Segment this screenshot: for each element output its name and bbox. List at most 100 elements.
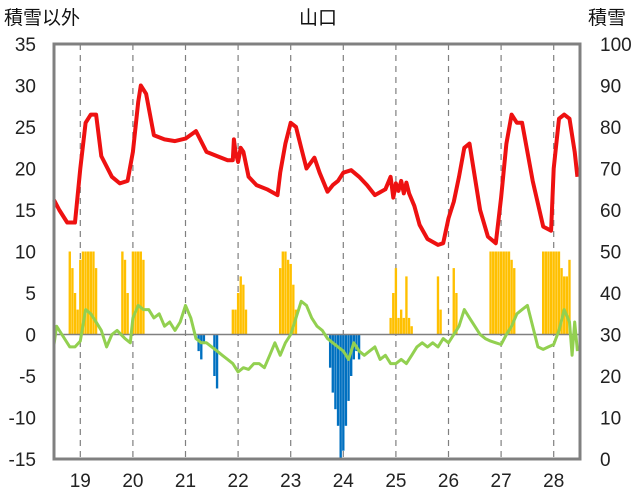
left-tick--15: -15 — [9, 450, 36, 471]
blue-bar-10 — [342, 334, 345, 451]
blue-bar-12 — [347, 334, 350, 401]
orange-bar-54 — [513, 268, 516, 335]
left-tick-10: 10 — [15, 243, 36, 264]
orange-bar-23 — [242, 284, 245, 335]
orange-bar-7 — [87, 251, 90, 335]
orange-bar-60 — [555, 251, 558, 335]
orange-bar-33 — [392, 293, 395, 335]
orange-bar-40 — [410, 326, 413, 335]
right-tick-80: 80 — [600, 118, 621, 139]
left-tick-20: 20 — [15, 160, 36, 181]
blue-bar-16 — [357, 334, 361, 360]
orange-bar-21 — [236, 293, 240, 335]
orange-bar-53 — [510, 259, 513, 335]
orange-bar-28 — [286, 259, 290, 335]
orange-bar-59 — [552, 251, 555, 335]
orange-bar-55 — [541, 251, 545, 335]
blue-bar-3 — [213, 334, 216, 376]
left-tick-0: 0 — [25, 326, 36, 347]
orange-bar-62 — [560, 268, 563, 335]
blue-bar-2 — [202, 334, 206, 343]
right-tick-60: 60 — [600, 201, 621, 222]
orange-bar-25 — [278, 268, 282, 335]
orange-bar-46 — [492, 251, 495, 335]
orange-bar-51 — [505, 251, 508, 335]
orange-bar-20 — [234, 309, 237, 335]
orange-bar-41 — [436, 276, 440, 335]
orange-bar-50 — [502, 251, 505, 335]
right-tick-50: 50 — [600, 243, 621, 264]
orange-bar-35 — [397, 317, 400, 335]
x-tick-20: 20 — [122, 471, 143, 492]
right-tick-30: 30 — [600, 326, 621, 347]
orange-bar-6 — [84, 251, 87, 335]
orange-bar-19 — [231, 309, 235, 335]
left-tick--10: -10 — [9, 409, 36, 430]
right-tick-100: 100 — [600, 35, 632, 56]
left-tick-30: 30 — [15, 77, 36, 98]
orange-bar-56 — [544, 251, 547, 335]
orange-bar-37 — [402, 317, 405, 335]
orange-bar-36 — [399, 309, 403, 335]
red-line-series — [52, 83, 580, 247]
left-axis-label: 積雪以外 — [4, 7, 80, 29]
vertical-gridlines — [79, 44, 555, 459]
orange-bar-58 — [549, 251, 553, 335]
x-tick-25: 25 — [385, 471, 406, 492]
right-tick-10: 10 — [600, 409, 621, 430]
orange-bar-11 — [121, 251, 124, 335]
blue-bar-4 — [215, 334, 219, 389]
orange-bar-42 — [439, 309, 442, 335]
right-tick-90: 90 — [600, 77, 621, 98]
orange-bar-9 — [92, 251, 95, 335]
orange-bar-32 — [389, 317, 392, 335]
orange-bar-38 — [405, 276, 408, 335]
plot-frame — [52, 42, 582, 461]
orange-bar-29 — [289, 263, 292, 335]
right-tick-0: 0 — [600, 450, 611, 471]
blue-bar-15 — [355, 334, 358, 352]
left-tick-25: 25 — [15, 118, 36, 139]
orange-bar-8 — [89, 251, 93, 335]
orange-bar-65 — [568, 259, 571, 335]
orange-bar-49 — [499, 251, 503, 335]
x-tick-21: 21 — [175, 471, 196, 492]
x-tick-19: 19 — [70, 471, 91, 492]
orange-bar-39 — [407, 317, 411, 335]
orange-bar-61 — [557, 251, 561, 335]
blue-bar-11 — [344, 334, 348, 426]
blue-bar-0 — [197, 334, 200, 352]
blue-bar-8 — [336, 334, 340, 426]
orange-bar-5 — [81, 251, 85, 335]
orange-bar-30 — [292, 284, 295, 335]
left-tick-35: 35 — [15, 35, 36, 56]
chart-title: 山口 — [299, 7, 337, 29]
x-tick-22: 22 — [228, 471, 249, 492]
left-y-ticks: -15 -10 -5 0 5 10 15 20 25 30 35 — [9, 35, 36, 471]
orange-bar-52 — [507, 251, 511, 335]
x-tick-26: 26 — [438, 471, 459, 492]
orange-bar-63 — [563, 276, 566, 335]
left-tick-15: 15 — [15, 201, 36, 222]
left-tick--5: -5 — [19, 367, 36, 388]
orange-bar-22 — [239, 276, 242, 335]
x-ticks: 19 20 21 22 23 24 25 26 27 28 — [70, 471, 565, 492]
orange-bar-34 — [394, 268, 398, 335]
right-axis-label: 積雪 — [588, 7, 626, 29]
green-line-series — [52, 299, 579, 374]
orange-bar-1 — [71, 268, 74, 335]
orange-bar-2 — [73, 293, 77, 335]
orange-bar-27 — [284, 251, 287, 335]
right-y-ticks: 0 10 20 30 40 50 60 70 80 90 100 — [600, 35, 632, 471]
orange-bar-64 — [565, 276, 569, 335]
x-tick-27: 27 — [491, 471, 512, 492]
right-tick-40: 40 — [600, 284, 621, 305]
orange-bar-26 — [281, 251, 284, 335]
orange-bar-43 — [452, 268, 455, 335]
blue-bar-1 — [200, 334, 203, 360]
blue-bar-9 — [339, 334, 342, 459]
orange-bar-45 — [489, 251, 492, 335]
orange-bar-10 — [94, 268, 98, 335]
x-tick-24: 24 — [333, 471, 355, 492]
